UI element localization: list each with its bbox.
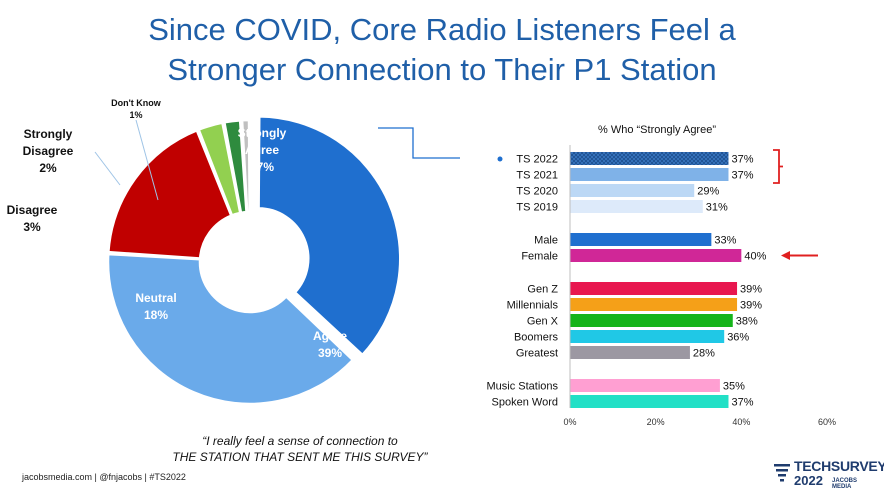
title-line-1: Since COVID, Core Radio Listeners Feel a (148, 12, 736, 47)
bar-gen-x (570, 314, 733, 327)
bar-value-gen-x: 38% (736, 316, 758, 328)
bar-ts-2022 (570, 152, 729, 165)
bar-label-spoken-word: Spoken Word (492, 397, 558, 409)
bar-label-greatest: Greatest (516, 348, 558, 360)
bar-chart-title: % Who “Strongly Agree” (598, 124, 716, 136)
title-line-2: Stronger Connection to Their P1 Station (167, 52, 717, 87)
slice-label-neutral: Neutral 18% (135, 291, 176, 322)
bar-value-gen-z: 39% (740, 284, 762, 296)
slice-neutral (107, 128, 233, 260)
bar-music-stations (570, 379, 720, 392)
bar-value-millennials: 39% (740, 300, 762, 312)
bar-greatest (570, 346, 690, 359)
bar-female (570, 249, 742, 262)
logo-line-2: 2022 (794, 473, 823, 488)
slice-label-strongly-agree: Strongly Agree 37% (238, 126, 287, 174)
bar-label-gen-x: Gen X (527, 316, 559, 328)
bar-value-music-stations: 35% (723, 381, 745, 393)
slice-strongly-agree (257, 115, 402, 357)
bar-ts-2019 (570, 200, 703, 213)
slice-label-strongly-disagree: Strongly Disagree 2% (23, 127, 74, 175)
bar-spoken-word (570, 395, 729, 408)
footer: jacobsmedia.com | @fnjacobs | #TS2022 (22, 472, 186, 482)
bar-value-greatest: 28% (693, 348, 715, 360)
bar-value-ts-2021: 37% (731, 170, 753, 182)
bar-chart: % Who “Strongly Agree” TS 2022 37% TS 2021 3… (486, 124, 836, 427)
bar-label-ts-2020: TS 2020 (516, 186, 558, 198)
bar-male (570, 233, 712, 246)
bar-value-spoken-word: 37% (731, 397, 753, 409)
x-tick-60: 60% (818, 417, 836, 427)
slice-label-disagree: Disagree 3% (7, 203, 58, 234)
bar-label-ts-2022: TS 2022 (516, 154, 558, 166)
logo-mark-icon (774, 464, 790, 482)
bar-label-music-stations: Music Stations (486, 381, 558, 393)
bar-value-ts-2019: 31% (706, 202, 728, 214)
chart-title: Since COVID, Core Radio Listeners Feel a… (0, 10, 884, 90)
bar-ts-2021 (570, 168, 729, 181)
bar-value-boomers: 36% (727, 332, 749, 344)
bar-label-male: Male (534, 235, 558, 247)
x-tick-40: 40% (732, 417, 750, 427)
quote-line-1: “I really feel a sense of connection to (202, 434, 398, 448)
bar-boomers (570, 330, 725, 343)
bracket-highlight (773, 149, 783, 184)
slice-don-t-know (240, 118, 251, 214)
bar-label-female: Female (521, 251, 558, 263)
connector-dot (497, 156, 503, 162)
bar-value-ts-2022: 37% (731, 154, 753, 166)
bar-label-boomers: Boomers (514, 332, 559, 344)
logo-line-1: TECHSURVEY (794, 458, 884, 474)
slice-label-dont-know: Don't Know 1% (111, 98, 162, 120)
bar-gen-z (570, 282, 738, 295)
bar-millennials (570, 298, 738, 311)
x-tick-20: 20% (647, 417, 665, 427)
leader-line-strongly-disagree (94, 151, 121, 186)
x-tick-0: 0% (563, 417, 576, 427)
leader-line-dont-know (135, 119, 159, 201)
slice-label-agree: Agree 39% (313, 329, 347, 360)
bar-label-millennials: Millennials (507, 300, 559, 312)
bar-value-ts-2020: 29% (697, 186, 719, 198)
bar-ts-2020 (570, 184, 695, 197)
bar-label-ts-2021: TS 2021 (516, 170, 558, 182)
donut-chart: Strongly Agree 37% Agree 39% Neutral 18% Strong… (7, 98, 460, 406)
techsurvey-logo: TECHSURVEY 2022 JACOBS MEDIA (772, 458, 884, 490)
quote-line-2: THE STATION THAT SENT ME THIS SURVEY” (172, 450, 428, 464)
slice-agree (106, 252, 355, 406)
bar-value-male: 33% (714, 235, 736, 247)
logo-line-3: JACOBS MEDIA (832, 478, 858, 490)
bar-value-female: 40% (744, 251, 766, 263)
quote: “I really feel a sense of connection to … (135, 433, 465, 465)
bar-label-ts-2019: TS 2019 (516, 202, 558, 214)
connector-line (378, 127, 460, 159)
arrow-highlight-icon (781, 251, 790, 260)
bar-label-gen-z: Gen Z (527, 284, 558, 296)
